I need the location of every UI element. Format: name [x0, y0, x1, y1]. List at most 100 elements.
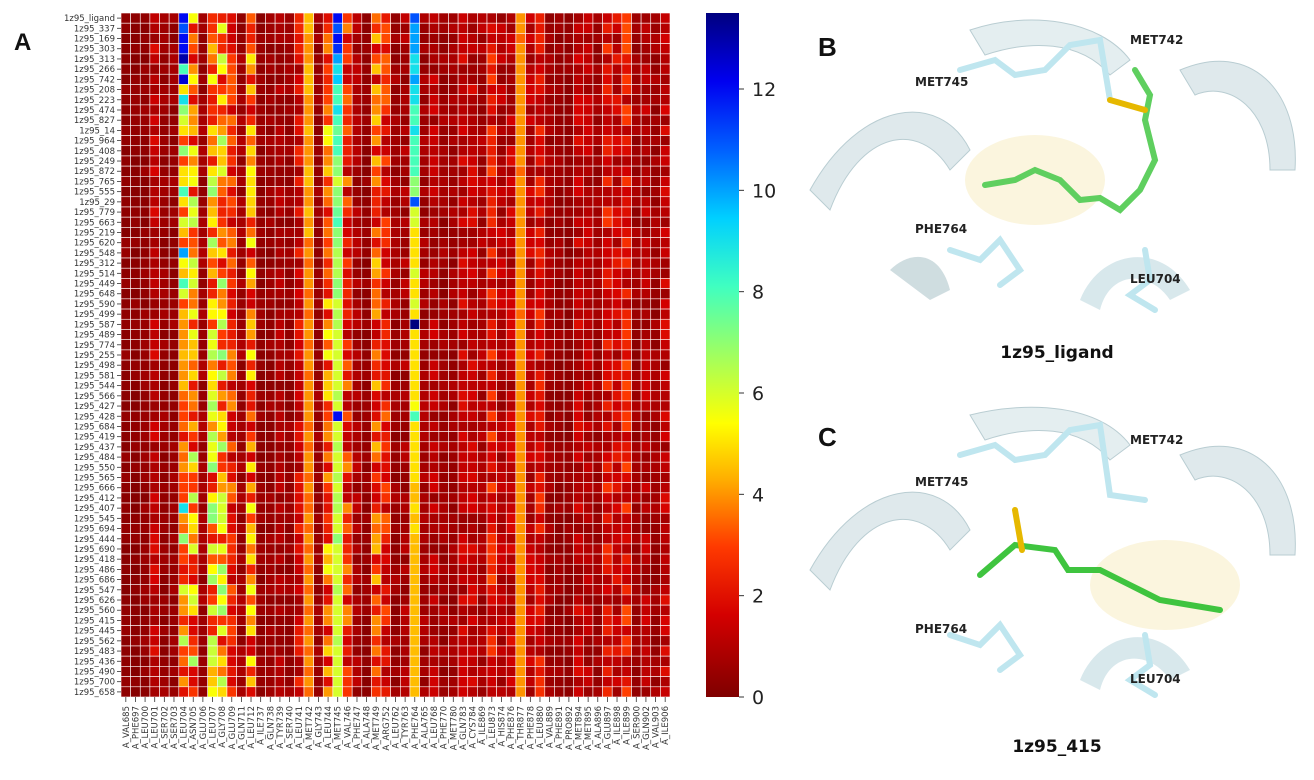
heatmap-cell	[660, 298, 671, 310]
heatmap-cell	[583, 645, 594, 657]
heatmap-cell	[525, 431, 536, 443]
heatmap-cell	[371, 594, 382, 606]
heatmap-cell	[660, 339, 671, 351]
heatmap-cell	[380, 73, 391, 85]
heatmap-cell	[332, 645, 343, 657]
heatmap-cell	[322, 584, 334, 596]
heatmap-cell	[505, 114, 517, 126]
heatmap-cell	[457, 308, 469, 320]
heatmap-cell	[525, 318, 536, 330]
heatmap-cell	[573, 216, 584, 228]
heatmap-cell	[554, 451, 565, 463]
heatmap-cell	[217, 308, 228, 320]
heatmap-cell	[255, 33, 266, 44]
colorbar-tick-label: 4	[752, 484, 764, 506]
heatmap-cell	[380, 563, 391, 575]
heatmap-cell	[467, 451, 478, 463]
heatmap-cell	[188, 278, 199, 289]
heatmap-cell	[236, 278, 247, 289]
heatmap-cell	[120, 594, 131, 606]
column-label: A_VAL746	[343, 706, 353, 748]
heatmap-cell	[284, 145, 295, 157]
heatmap-cell	[274, 308, 286, 320]
heatmap-cell	[313, 574, 324, 585]
heatmap-cell	[467, 22, 478, 34]
heatmap-cell	[168, 482, 180, 494]
heatmap-cell	[544, 267, 555, 279]
column-label: A_GLU897	[603, 706, 613, 749]
heatmap-cell	[322, 267, 334, 279]
heatmap-cell	[515, 94, 526, 106]
heatmap-cell	[611, 135, 623, 147]
row-label: 1z95_544	[74, 382, 115, 392]
heatmap-cell	[583, 329, 594, 340]
heatmap-cell	[322, 482, 334, 494]
heatmap-cell	[400, 114, 411, 126]
heatmap-cell	[245, 22, 257, 34]
heatmap-cell	[563, 441, 574, 453]
heatmap-cell	[602, 135, 613, 147]
column-label: A_ALA748	[363, 706, 373, 749]
heatmap-cell	[602, 615, 613, 626]
heatmap-cell	[342, 461, 353, 473]
heatmap-cell	[660, 431, 671, 443]
heatmap-cell	[592, 135, 603, 147]
heatmap-cell	[197, 512, 208, 524]
heatmap-cell	[149, 390, 160, 402]
heatmap-cell	[207, 686, 218, 698]
heatmap-cell	[438, 441, 449, 453]
heatmap-cell	[332, 431, 343, 443]
row-label: 1z95_14	[79, 126, 115, 136]
heatmap-cell	[380, 533, 391, 545]
heatmap-cell	[428, 553, 440, 565]
heatmap-cell	[274, 543, 286, 555]
heatmap-cell	[351, 666, 363, 677]
heatmap-cell	[130, 227, 141, 238]
heatmap-cell	[611, 216, 623, 228]
heatmap-cell	[611, 247, 623, 259]
heatmap-cell	[178, 410, 189, 422]
heatmap-cell	[409, 482, 420, 494]
heatmap-cell	[303, 523, 314, 534]
heatmap-cell	[168, 247, 180, 259]
heatmap-cell	[438, 125, 449, 136]
heatmap-cell	[139, 666, 151, 677]
heatmap-cell	[573, 563, 584, 575]
heatmap-cell	[438, 12, 449, 24]
heatmap-cell	[515, 155, 526, 167]
heatmap-cell	[380, 278, 391, 289]
heatmap-cell	[265, 686, 276, 698]
heatmap-cell	[139, 410, 151, 422]
heatmap-cell	[573, 308, 584, 320]
heatmap-cell	[554, 247, 565, 259]
heatmap-cell	[534, 43, 546, 55]
heatmap-cell	[554, 22, 565, 34]
heatmap-cell	[563, 145, 574, 157]
heatmap-cell	[149, 472, 160, 483]
heatmap-cell	[419, 94, 430, 106]
heatmap-cell	[139, 492, 151, 504]
heatmap-cell	[274, 523, 286, 534]
heatmap-cell	[573, 533, 584, 545]
heatmap-cell	[496, 421, 507, 432]
heatmap-cell	[120, 12, 131, 24]
heatmap-cell	[525, 584, 536, 596]
heatmap-cell	[467, 676, 478, 688]
heatmap-cell	[525, 165, 536, 177]
heatmap-cell	[419, 594, 430, 606]
heatmap-cell	[505, 594, 517, 606]
heatmap-cell	[640, 686, 652, 698]
heatmap-cell	[322, 63, 334, 75]
heatmap-cell	[400, 155, 411, 167]
heatmap-cell	[380, 594, 391, 606]
heatmap-cell	[457, 237, 469, 249]
heatmap-cell	[361, 370, 372, 381]
heatmap-cell	[544, 594, 555, 606]
heatmap-cell	[428, 421, 440, 432]
heatmap-cell	[274, 512, 286, 524]
heatmap-cell	[640, 431, 652, 443]
heatmap-cell	[631, 635, 642, 647]
heatmap-cell	[188, 339, 199, 351]
heatmap-cell	[380, 584, 391, 596]
heatmap-cell	[563, 176, 574, 187]
